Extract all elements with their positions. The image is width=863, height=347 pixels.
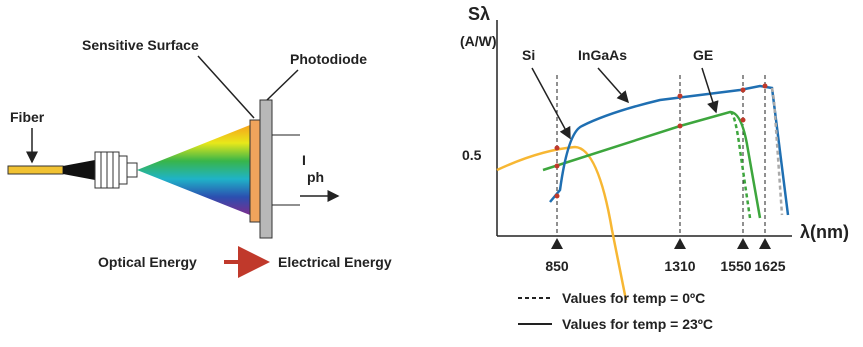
y-axis-label: Sλ xyxy=(468,4,490,24)
wavelength-markers xyxy=(556,75,766,236)
pointer xyxy=(701,67,719,114)
tick-triangles xyxy=(551,238,771,249)
curve-label: GE xyxy=(693,47,713,63)
y-tick-label: 0.5 xyxy=(462,147,482,163)
fiber-taper xyxy=(63,160,95,180)
x-axis-label: λ(nm) xyxy=(800,222,849,242)
y-axis-unit: (A/W) xyxy=(460,33,497,49)
ingaas-curve xyxy=(549,84,790,216)
x-tick-label: 850 xyxy=(545,258,569,274)
current-subscript: ph xyxy=(307,169,324,185)
pointer xyxy=(266,69,299,101)
pointer xyxy=(597,67,629,104)
responsivity-chart: Sλ (A/W) 0.5 λ(nm) 850 1310 1550 1625 Si… xyxy=(460,4,849,332)
current-symbol: I xyxy=(302,152,306,168)
fiber xyxy=(7,165,64,175)
photodiode-diagram: I ph Fiber Sensitive Surface Photodiode … xyxy=(7,37,392,278)
curve-label: InGaAs xyxy=(578,47,627,63)
x-tick-label: 1550 xyxy=(720,258,751,274)
curve-label: Si xyxy=(522,47,535,63)
x-tick-label: 1310 xyxy=(664,258,695,274)
photodiode-body xyxy=(259,99,273,239)
fiber-label: Fiber xyxy=(10,109,45,125)
x-tick-label: 1625 xyxy=(754,258,785,274)
sensitive-surface-label: Sensitive Surface xyxy=(82,37,199,53)
pointer xyxy=(197,55,255,119)
photodiode-label: Photodiode xyxy=(290,51,367,67)
ge-curve-cold xyxy=(729,110,752,219)
sensitive-surface xyxy=(249,119,261,223)
pointer xyxy=(531,67,571,140)
legend-text: Values for temp = 0ºC xyxy=(562,290,705,306)
optical-energy: Optical Energy xyxy=(98,254,197,270)
sample-points xyxy=(554,83,768,199)
legend-text: Values for temp = 23ºC xyxy=(562,316,713,332)
connector xyxy=(94,151,138,189)
si-curve xyxy=(496,145,628,301)
electrical-energy: Electrical Energy xyxy=(278,254,392,270)
ge-curve xyxy=(542,110,762,219)
light-cone xyxy=(137,125,250,215)
